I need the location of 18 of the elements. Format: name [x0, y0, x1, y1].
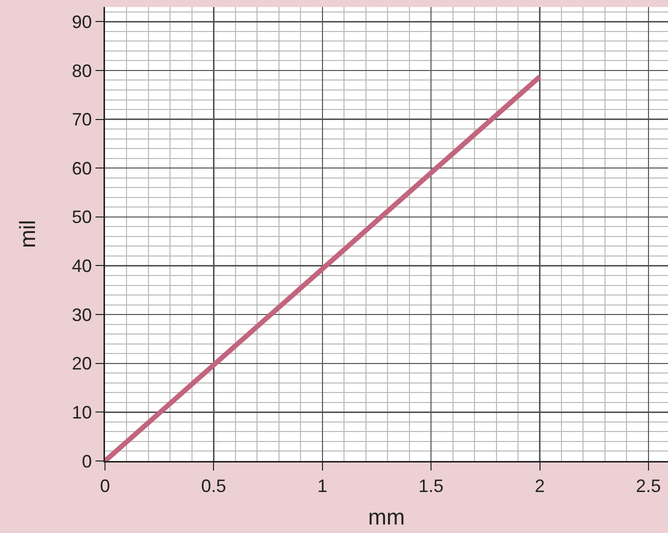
y-tick-label: 40 — [72, 256, 92, 276]
x-tick-label: 1.5 — [418, 476, 444, 496]
y-tick-label: 10 — [72, 402, 92, 422]
y-tick-label: 20 — [72, 354, 92, 374]
y-axis-title: mil — [14, 220, 40, 248]
y-tick-label: 30 — [72, 304, 92, 325]
y-tick-label: 0 — [82, 451, 92, 472]
y-tick-label: 60 — [72, 158, 92, 178]
x-tick-label: 0 — [100, 476, 110, 496]
x-tick-label: 1 — [317, 476, 328, 496]
x-tick-label: 0.5 — [201, 476, 226, 496]
x-axis-title: mm — [368, 504, 405, 530]
y-tick-label: 80 — [72, 60, 92, 81]
y-tick-label: 50 — [72, 207, 92, 228]
x-tick-label: 2.5 — [636, 476, 661, 496]
y-tick-label: 70 — [72, 110, 92, 130]
x-tick-label: 2 — [534, 476, 545, 496]
y-tick-label: 90 — [72, 12, 92, 32]
